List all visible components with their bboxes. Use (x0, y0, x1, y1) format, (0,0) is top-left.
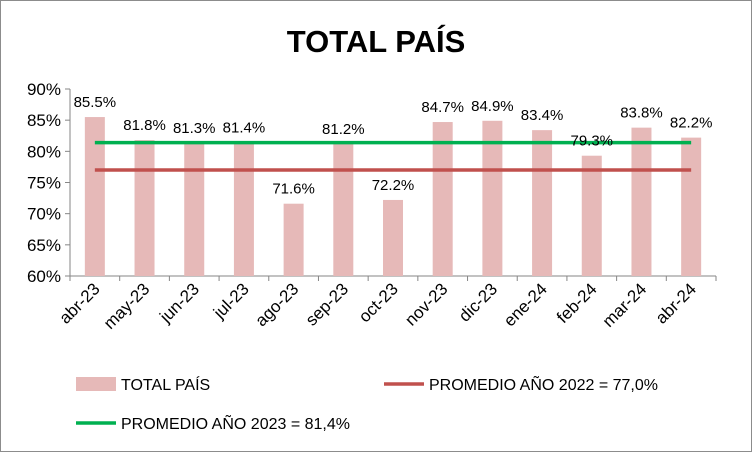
data-label: 85.5% (74, 94, 117, 111)
legend-item-promedio-2023: PROMEDIO AÑO 2023 = 81,4% (76, 413, 350, 433)
bar (631, 127, 652, 276)
bar (283, 203, 304, 276)
y-tick-label: 75% (27, 174, 61, 193)
data-label: 82.2% (670, 115, 713, 132)
y-tick-label: 60% (27, 267, 61, 286)
data-label: 79.3% (570, 133, 613, 150)
bar (84, 117, 105, 276)
x-tick-label: jun-23 (155, 279, 203, 327)
x-tick-label: dic-23 (455, 279, 501, 325)
x-tick-label: jul-23 (209, 279, 253, 323)
bar (581, 155, 602, 276)
y-tick-label: 85% (27, 111, 61, 130)
x-tick-label: oct-23 (355, 279, 402, 326)
data-label: 71.6% (272, 181, 315, 198)
y-tick-label: 65% (27, 236, 61, 255)
x-tick-label: may-23 (100, 279, 154, 333)
x-tick-label: ago-23 (252, 279, 303, 330)
bar (681, 137, 702, 276)
bar (482, 120, 503, 276)
legend-swatch-total-pais (76, 377, 116, 391)
x-tick-label: nov-23 (401, 279, 451, 329)
x-tick-label: sep-23 (302, 279, 352, 329)
data-label: 81.3% (173, 120, 216, 137)
legend-label-total-pais: TOTAL PAÍS (121, 375, 210, 394)
x-tick-label: abr-24 (652, 279, 700, 327)
data-label: 84.7% (421, 99, 464, 116)
legend-label-promedio-2022: PROMEDIO AÑO 2022 = 77,0% (429, 374, 658, 394)
bar (532, 130, 553, 276)
legend-item-promedio-2022: PROMEDIO AÑO 2022 = 77,0% (384, 374, 658, 394)
bar (233, 142, 254, 276)
x-tick-label: abr-23 (55, 279, 103, 327)
legend: TOTAL PAÍS PROMEDIO AÑO 2022 = 77,0% PROME… (76, 374, 658, 433)
plot-area: 60% 65% 70% 75% 80% 85% 90% 85.5% 81.8% 81.3% 81.4… (27, 80, 717, 333)
y-tick-label: 70% (27, 205, 61, 224)
chart-title: TOTAL PAÍS (287, 24, 466, 59)
bar (184, 143, 205, 276)
y-tick-label: 90% (27, 80, 61, 99)
legend-item-total-pais: TOTAL PAÍS (76, 375, 210, 394)
data-label: 83.8% (620, 105, 663, 122)
y-tick-label: 80% (27, 142, 61, 161)
bar (383, 199, 403, 276)
x-tick-label: ene-24 (500, 279, 551, 330)
x-tick-label: feb-24 (553, 279, 601, 327)
data-label: 81.8% (123, 117, 166, 134)
legend-label-promedio-2023: PROMEDIO AÑO 2023 = 81,4% (121, 413, 350, 433)
data-label: 84.9% (471, 98, 514, 115)
data-label: 83.4% (521, 107, 564, 124)
data-label: 81.4% (223, 120, 266, 137)
data-label: 81.2% (322, 121, 365, 138)
bar (333, 143, 354, 276)
bar (432, 122, 453, 276)
data-label: 72.2% (372, 177, 415, 194)
bar (134, 140, 155, 276)
x-tick-label: mar-24 (599, 279, 651, 331)
